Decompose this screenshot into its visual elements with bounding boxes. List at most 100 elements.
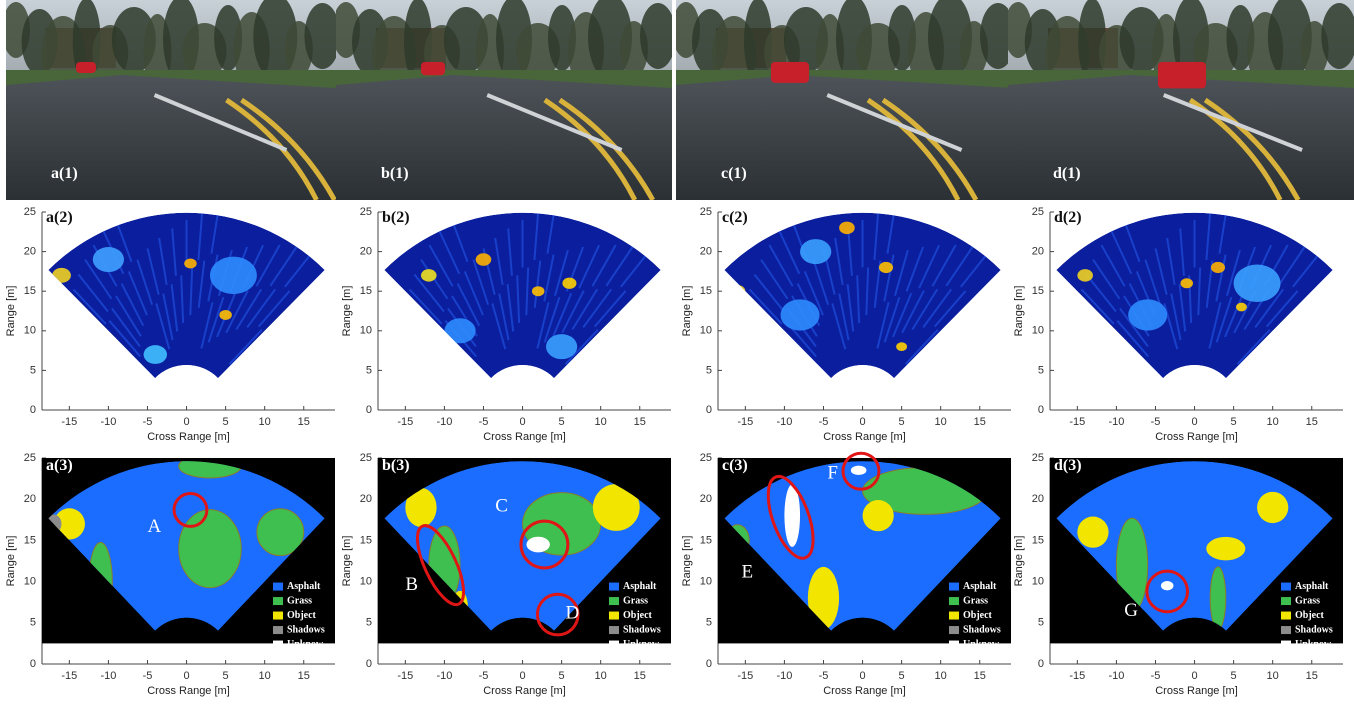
x-tick-label: -5 [143, 416, 153, 428]
legend-swatch [949, 583, 959, 591]
radar-blob [421, 269, 437, 282]
legend-swatch [949, 641, 959, 649]
x-tick-label: -15 [397, 416, 413, 428]
car [771, 62, 809, 83]
legend-label: Asphalt [963, 581, 997, 592]
x-tick-label: 0 [1191, 670, 1197, 682]
class-region [863, 500, 894, 531]
y-tick-label: 5 [1038, 617, 1044, 629]
legend-label: Object [1295, 610, 1325, 621]
y-tick-label: 5 [30, 364, 36, 376]
tree [640, 3, 676, 69]
y-tick-label: 0 [30, 404, 36, 416]
x-tick-label: -15 [1069, 416, 1085, 428]
panel-label: b(2) [382, 209, 410, 226]
x-tick-label: 0 [183, 416, 189, 428]
x-tick-label: 5 [559, 670, 565, 682]
panel-label: b(3) [382, 457, 410, 474]
y-axis-label: Range [m] [341, 286, 353, 337]
photo-label: c(1) [721, 165, 747, 182]
legend-label: Asphalt [1295, 581, 1329, 592]
panel-label: d(2) [1054, 209, 1082, 226]
annotation-label: F [827, 463, 838, 484]
legend-label: Shadows [1295, 624, 1333, 635]
x-tick-label: 10 [935, 416, 947, 428]
radar-blob [839, 222, 855, 235]
y-tick-label: 5 [706, 617, 712, 629]
legend-swatch [273, 641, 283, 649]
x-axis-label: Cross Range [m] [1155, 685, 1238, 697]
x-axis-label: Cross Range [m] [147, 431, 230, 443]
legend-swatch [1281, 612, 1291, 620]
x-tick-label: 10 [935, 670, 947, 682]
x-tick-label: -10 [100, 670, 116, 682]
radar-image [1056, 207, 1332, 378]
radar-blob [730, 285, 746, 298]
y-tick-label: 5 [30, 617, 36, 629]
x-tick-label: -5 [479, 416, 489, 428]
annotation-label: B [405, 574, 418, 595]
photo-label: d(1) [1053, 165, 1081, 182]
legend-swatch [1281, 583, 1291, 591]
y-tick-label: 15 [24, 534, 36, 546]
y-tick-label: 0 [706, 404, 712, 416]
panel-label: c(3) [722, 457, 748, 474]
photo-label: a(1) [51, 165, 78, 182]
x-tick-label: -5 [1151, 416, 1161, 428]
y-tick-label: 15 [24, 285, 36, 297]
x-tick-label: 5 [223, 670, 229, 682]
legend-swatch [609, 612, 619, 620]
car [1158, 62, 1206, 88]
y-axis-label: Range [m] [341, 536, 353, 587]
x-tick-label: -15 [737, 416, 753, 428]
y-axis-label: Range [m] [5, 536, 17, 587]
x-tick-label: 10 [1267, 670, 1279, 682]
radar-blob [210, 257, 257, 295]
radar-blob [1236, 303, 1247, 312]
x-tick-label: -15 [737, 670, 753, 682]
x-tick-label: -5 [479, 670, 489, 682]
x-tick-label: 15 [1306, 416, 1318, 428]
x-tick-label: 5 [559, 416, 565, 428]
x-axis-label: Cross Range [m] [483, 431, 566, 443]
y-tick-label: 25 [700, 452, 712, 464]
radar-blob [1077, 269, 1093, 282]
radar-blob [879, 262, 893, 273]
panel-label: a(2) [46, 209, 73, 226]
y-tick-label: 10 [24, 325, 36, 337]
legend-swatch [609, 583, 619, 591]
x-tick-label: 0 [859, 416, 865, 428]
radar-blob [800, 239, 831, 264]
class-region [1210, 567, 1226, 630]
radar-blob [184, 258, 197, 268]
annotation-label: A [147, 516, 161, 537]
x-tick-label: -15 [1069, 670, 1085, 682]
x-axis-label: Cross Range [m] [1155, 431, 1238, 443]
y-tick-label: 5 [366, 617, 372, 629]
y-tick-label: 0 [1038, 658, 1044, 670]
class-region [1206, 537, 1245, 560]
x-tick-label: -15 [397, 670, 413, 682]
y-tick-label: 15 [700, 285, 712, 297]
figure: a(1)b(1)c(1)d(1)0510152025-15-10-5051015… [0, 0, 1354, 704]
y-tick-label: 10 [360, 576, 372, 588]
y-tick-label: 15 [1032, 534, 1044, 546]
y-tick-label: 10 [1032, 325, 1044, 337]
y-tick-label: 20 [360, 246, 372, 258]
x-tick-label: 10 [259, 416, 271, 428]
legend-swatch [609, 597, 619, 605]
y-tick-label: 25 [360, 206, 372, 218]
x-tick-label: 0 [859, 670, 865, 682]
annotation-label: D [566, 603, 580, 624]
y-tick-label: 25 [360, 452, 372, 464]
legend-label: Unknow [1295, 639, 1332, 650]
x-tick-label: 0 [1191, 416, 1197, 428]
legend-swatch [949, 626, 959, 634]
y-axis-label: Range [m] [1013, 536, 1025, 587]
radar-blob [1234, 265, 1281, 303]
y-tick-label: 25 [1032, 206, 1044, 218]
legend-label: Grass [1295, 595, 1320, 606]
x-tick-label: -10 [776, 670, 792, 682]
legend-swatch [273, 583, 283, 591]
x-tick-label: 5 [899, 416, 905, 428]
